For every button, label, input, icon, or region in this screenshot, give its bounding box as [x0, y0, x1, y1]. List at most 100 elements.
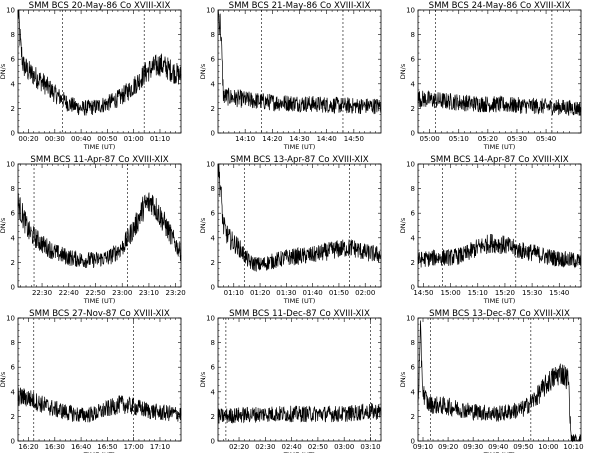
y-tick-label: 0: [211, 284, 215, 292]
y-tick-label: 6: [11, 210, 16, 218]
panel-title: SMM BCS 24-May-86 Co XVIII-XIX: [429, 1, 571, 11]
y-tick-label: 6: [211, 364, 216, 372]
x-tick-label: 01:40: [303, 289, 323, 297]
x-tick-label: 01:20: [250, 289, 270, 297]
panel-title: SMM BCS 13-Dec-87 Co XVIII-XIX: [429, 309, 570, 319]
y-tick-label: 0: [411, 284, 415, 292]
y-tick-label: 8: [11, 185, 15, 193]
y-tick-label: 10: [206, 161, 215, 169]
y-tick-label: 8: [211, 339, 215, 347]
y-axis-label: DN/s: [199, 371, 207, 387]
data-series-line: [217, 403, 382, 424]
panel-title: SMM BCS 20-May-86 Co XVIII-XIX: [29, 1, 171, 11]
panel-2: SMM BCS 21-May-86 Co XVIII-XIX DN/s TIME (…: [199, 1, 382, 151]
y-tick-label: 0: [411, 130, 415, 138]
y-tick-label: 2: [411, 105, 415, 113]
plot-frame: [17, 9, 182, 134]
y-tick-label: 0: [411, 438, 415, 446]
plot-frame: [417, 317, 582, 442]
x-tick-label: 10:10: [563, 443, 583, 451]
y-tick-label: 10: [406, 315, 415, 323]
y-tick-label: 10: [206, 7, 215, 15]
y-tick-label: 6: [11, 364, 16, 372]
y-axis-label: DN/s: [199, 63, 207, 79]
x-tick-label: 14:30: [289, 135, 309, 143]
x-tick-label: 14:20: [262, 135, 282, 143]
y-tick-label: 10: [406, 7, 415, 15]
x-tick-label: 00:40: [71, 135, 91, 143]
y-tick-label: 2: [11, 413, 15, 421]
x-tick-label: 01:10: [150, 135, 170, 143]
y-axis-label: DN/s: [399, 371, 407, 387]
x-tick-label: 22:50: [85, 289, 105, 297]
x-tick-label: 23:10: [139, 289, 159, 297]
y-tick-label: 6: [211, 56, 216, 64]
panel-title: SMM BCS 11-Apr-87 Co XVIII-XIX: [30, 155, 168, 165]
y-tick-label: 2: [11, 105, 15, 113]
y-tick-label: 2: [211, 259, 215, 267]
y-tick-label: 8: [411, 339, 415, 347]
x-axis-label: TIME (UT): [283, 297, 315, 305]
x-tick-label: 09:20: [438, 443, 458, 451]
panel-title: SMM BCS 14-Apr-87 Co XVIII-XIX: [430, 155, 568, 165]
y-tick-label: 4: [11, 388, 16, 396]
y-axis-label: DN/s: [0, 371, 7, 387]
data-series-line: [217, 163, 382, 272]
y-tick-label: 4: [211, 234, 216, 242]
y-tick-label: 6: [11, 56, 16, 64]
panel-6: SMM BCS 14-Apr-87 Co XVIII-XIX DN/s TIME (…: [399, 155, 582, 305]
x-tick-label: 02:40: [282, 443, 302, 451]
y-tick-label: 2: [411, 259, 415, 267]
x-tick-label: 02:20: [229, 443, 249, 451]
x-tick-label: 01:50: [329, 289, 349, 297]
plot-frame: [217, 9, 382, 134]
y-axis-label: DN/s: [0, 217, 7, 233]
y-tick-label: 8: [211, 31, 215, 39]
x-tick-label: 02:50: [308, 443, 328, 451]
y-tick-label: 0: [211, 438, 215, 446]
x-tick-label: 01:00: [124, 135, 144, 143]
y-tick-label: 6: [411, 56, 416, 64]
y-tick-label: 8: [411, 185, 415, 193]
data-series-line: [417, 320, 582, 443]
y-tick-label: 4: [211, 80, 216, 88]
x-tick-label: 14:50: [344, 135, 364, 143]
y-tick-label: 4: [11, 234, 16, 242]
y-tick-label: 10: [406, 161, 415, 169]
x-tick-label: 14:40: [317, 135, 337, 143]
y-tick-label: 8: [11, 339, 15, 347]
panel-title: SMM BCS 13-Apr-87 Co XVIII-XIX: [230, 155, 368, 165]
x-tick-label: 15:20: [495, 289, 515, 297]
data-series-line: [17, 192, 182, 269]
x-tick-label: 16:40: [71, 443, 91, 451]
x-tick-label: 05:20: [478, 135, 498, 143]
panel-5: SMM BCS 13-Apr-87 Co XVIII-XIX DN/s TIME (…: [199, 155, 382, 305]
y-tick-label: 0: [11, 438, 15, 446]
x-tick-label: 16:30: [45, 443, 65, 451]
y-tick-label: 2: [211, 413, 215, 421]
x-tick-label: 05:00: [420, 135, 440, 143]
y-tick-label: 6: [411, 210, 416, 218]
data-series-line: [17, 387, 182, 423]
x-tick-label: 17:00: [124, 443, 144, 451]
y-tick-label: 4: [411, 80, 416, 88]
x-axis-label: TIME (UT): [283, 143, 315, 151]
y-tick-label: 10: [6, 7, 15, 15]
x-tick-label: 09:10: [413, 443, 433, 451]
y-tick-label: 2: [11, 259, 15, 267]
y-tick-label: 2: [411, 413, 415, 421]
x-tick-label: 15:10: [468, 289, 488, 297]
y-tick-label: 0: [11, 284, 15, 292]
x-tick-label: 16:20: [18, 443, 38, 451]
y-axis-label: DN/s: [0, 63, 7, 79]
y-tick-label: 10: [6, 315, 15, 323]
x-tick-label: 01:30: [276, 289, 296, 297]
y-tick-label: 8: [211, 185, 215, 193]
x-tick-label: 09:40: [488, 443, 508, 451]
y-tick-label: 10: [206, 315, 215, 323]
panel-title: SMM BCS 21-May-86 Co XVIII-XIX: [229, 1, 371, 11]
data-series-line: [417, 233, 582, 269]
